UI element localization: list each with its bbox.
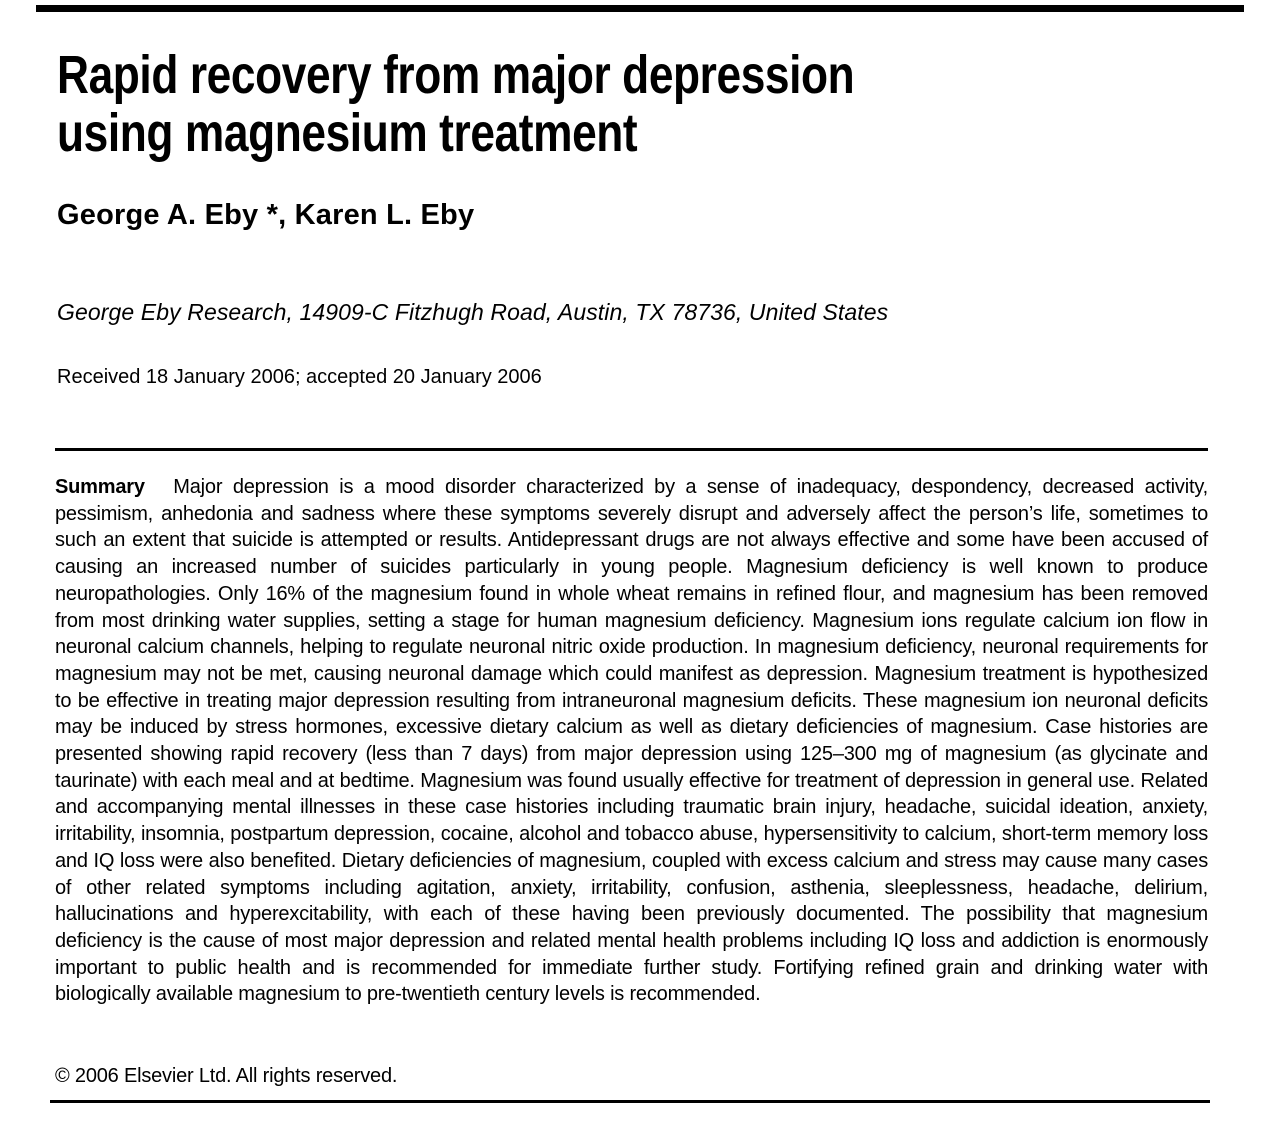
- summary-text: Major depression is a mood disorder char…: [55, 476, 1208, 1006]
- article-title-line-1: Rapid recovery from major depression: [57, 45, 855, 105]
- copyright-line: © 2006 Elsevier Ltd. All rights reserved…: [55, 1065, 398, 1087]
- summary-paragraph: Summary Major depression is a mood disor…: [55, 474, 1208, 1008]
- top-rule: [36, 5, 1244, 12]
- bottom-rule: [50, 1100, 1210, 1103]
- article-title: Rapid recovery from major depression usi…: [57, 45, 855, 163]
- authors-line: George A. Eby *, Karen L. Eby: [57, 199, 475, 231]
- article-title-line-2: using magnesium treatment: [57, 103, 638, 163]
- summary-label: Summary: [55, 476, 145, 498]
- received-accepted-line: Received 18 January 2006; accepted 20 Ja…: [57, 366, 542, 388]
- summary-top-rule: [55, 448, 1208, 451]
- affiliation-line: George Eby Research, 14909-C Fitzhugh Ro…: [57, 299, 889, 325]
